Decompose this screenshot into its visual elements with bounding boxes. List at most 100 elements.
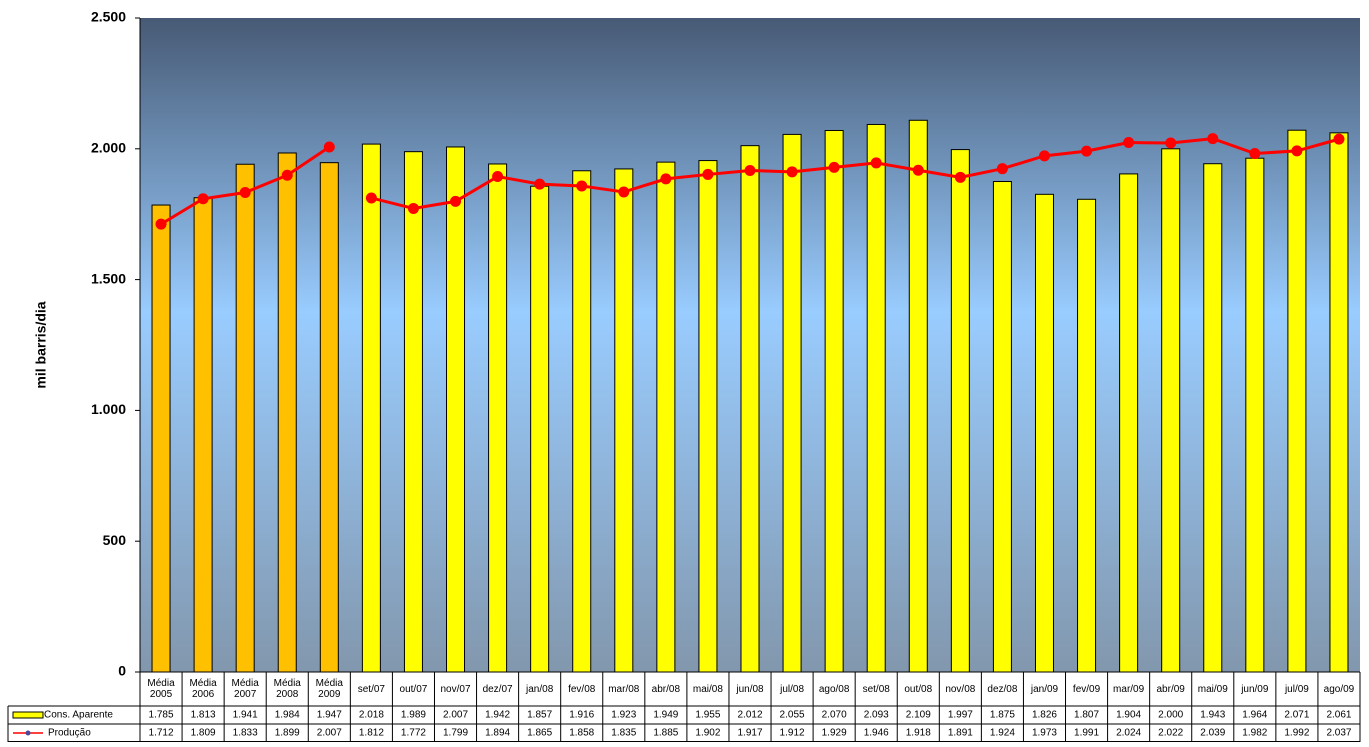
data-label: 1.982 <box>1242 728 1267 739</box>
data-label: 1.833 <box>233 728 258 739</box>
x-tick-label: ago/08 <box>818 683 850 695</box>
data-label: 1.997 <box>948 710 973 721</box>
category-cell: jun/08 <box>736 683 764 695</box>
data-label: 2.055 <box>780 710 805 721</box>
data-label: 1.799 <box>443 728 468 739</box>
data-label: 2.007 <box>317 728 342 739</box>
y-tick-label: 500 <box>103 532 127 548</box>
data-label: 1.942 <box>485 710 510 721</box>
data-label: 2.022 <box>1158 728 1183 739</box>
data-label: 2.018 <box>359 710 384 721</box>
bar <box>446 146 466 673</box>
bar <box>193 197 213 673</box>
x-tick-label: jun/08 <box>736 683 764 695</box>
point <box>1207 133 1219 145</box>
data-label: 1.912 <box>780 728 805 739</box>
x-tick-label: mar/08 <box>608 683 640 695</box>
x-tick-label: fev/08 <box>568 683 596 695</box>
x-tick-label: Média 2005 <box>147 678 175 700</box>
bar <box>530 185 550 673</box>
category-cell: set/07 <box>357 683 385 695</box>
data-label: 1.918 <box>906 728 931 739</box>
data-label: 1.916 <box>569 710 594 721</box>
x-tick-label: mar/09 <box>1113 683 1145 695</box>
data-label: 1.984 <box>275 710 300 721</box>
data-label: 1.924 <box>990 728 1015 739</box>
category-cell: fev/09 <box>1072 683 1101 695</box>
data-label: 1.955 <box>695 710 720 721</box>
category-cell: abr/09 <box>1156 684 1184 695</box>
point <box>239 186 251 198</box>
x-tick-label: fev/09 <box>1072 683 1101 695</box>
data-label: 1.858 <box>569 728 594 739</box>
data-label: 1.992 <box>1284 728 1309 739</box>
data-label: 1.949 <box>653 710 678 721</box>
y-tick-label: 1.000 <box>91 401 126 417</box>
data-label: 1.712 <box>149 728 174 739</box>
category-cell: nov/07 <box>440 683 471 695</box>
point <box>996 163 1008 175</box>
category-cell: jan/09 <box>1030 683 1059 695</box>
category-cell: Média 2005 <box>147 678 175 700</box>
point <box>450 195 462 207</box>
bar <box>151 204 171 673</box>
bar <box>698 160 718 673</box>
bar <box>572 170 592 673</box>
y-tick-label: 2.000 <box>91 140 126 156</box>
bar <box>1203 163 1223 673</box>
x-tick-label: nov/07 <box>440 683 471 695</box>
data-label: 1.865 <box>527 728 552 739</box>
category-cell: ago/08 <box>818 683 850 695</box>
x-tick-label: mai/08 <box>692 683 723 695</box>
point <box>534 178 546 190</box>
x-tick-label: out/07 <box>399 683 428 695</box>
category-cell: mar/08 <box>608 683 640 695</box>
bar <box>1161 148 1181 673</box>
x-tick-label: set/07 <box>357 683 385 695</box>
point <box>1291 145 1303 157</box>
bar <box>1245 157 1265 673</box>
data-label: 2.071 <box>1284 710 1309 721</box>
category-cell: fev/08 <box>568 683 596 695</box>
bar <box>1329 132 1349 673</box>
data-label: 1.941 <box>233 710 258 721</box>
category-cell: dez/07 <box>483 684 513 695</box>
x-tick-label: jan/08 <box>526 683 554 695</box>
y-tick-label: 1.500 <box>91 270 126 286</box>
data-label: 1.835 <box>611 728 636 739</box>
point <box>407 202 419 214</box>
data-label: 2.061 <box>1326 710 1351 721</box>
data-label: 1.947 <box>317 710 342 721</box>
bar <box>1034 193 1054 673</box>
data-label: 2.024 <box>1116 728 1141 739</box>
bar <box>614 168 634 673</box>
data-label: 2.007 <box>443 710 468 721</box>
x-tick-label: set/08 <box>862 683 890 695</box>
x-tick-label: jun/09 <box>1241 683 1269 695</box>
x-tick-label: jul/08 <box>780 683 805 695</box>
data-label: 1.894 <box>485 728 510 739</box>
point <box>323 141 335 153</box>
category-cell: mai/09 <box>1198 684 1228 695</box>
x-tick-label: jan/09 <box>1030 683 1059 695</box>
point <box>197 193 209 205</box>
y-axis-label: mil barris/dia <box>33 301 49 388</box>
data-label: 1.785 <box>149 710 174 721</box>
category-cell: ago/09 <box>1324 684 1355 695</box>
bar <box>740 145 760 673</box>
point <box>1038 150 1050 162</box>
data-label: 1.917 <box>737 728 762 739</box>
point <box>576 180 588 192</box>
category-cell: Média 2006 <box>189 678 216 700</box>
bar <box>277 152 297 673</box>
point <box>1081 145 1093 157</box>
category-cell: Média 2007 <box>232 678 259 700</box>
data-label: 2.012 <box>737 710 762 721</box>
category-cell: mai/08 <box>692 683 723 695</box>
data-label: 2.037 <box>1326 728 1351 739</box>
category-cell: jul/09 <box>1285 684 1309 695</box>
bar <box>403 151 423 673</box>
data-label: 1.929 <box>822 728 847 739</box>
data-label: 2.093 <box>864 710 889 721</box>
